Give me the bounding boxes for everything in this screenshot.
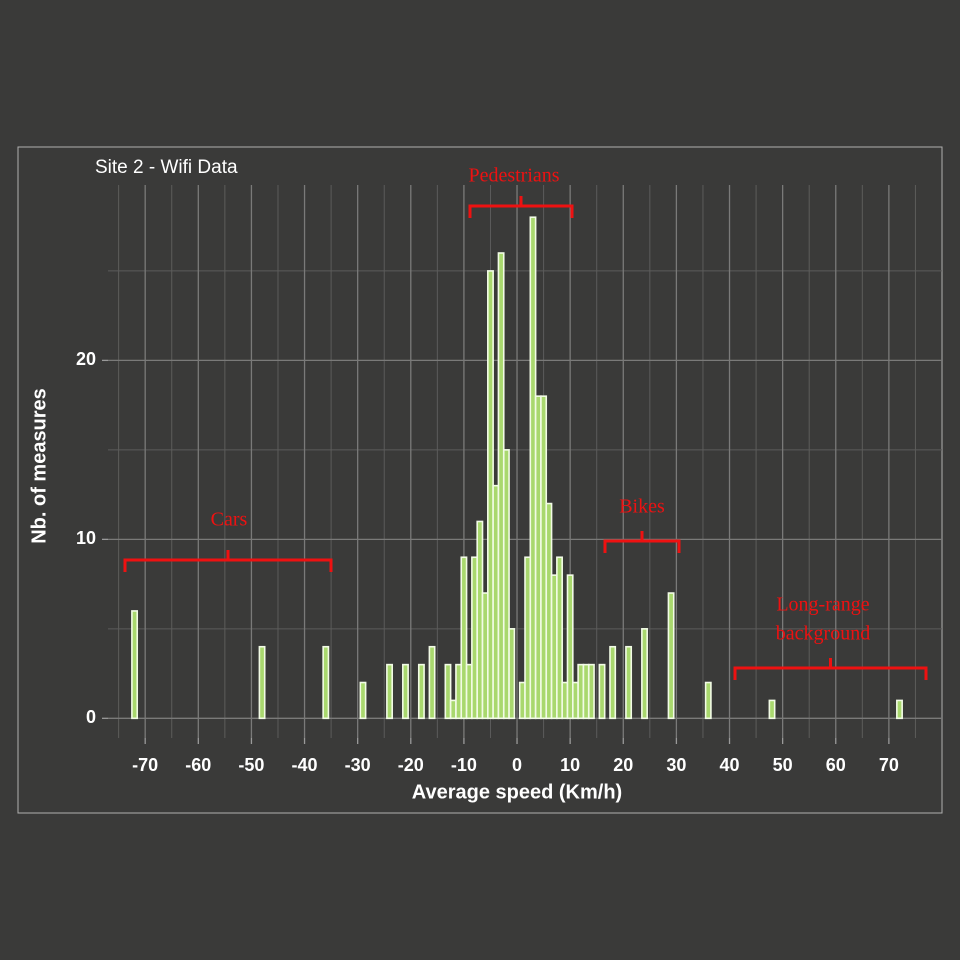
bar <box>322 645 330 720</box>
annotation-bracket <box>468 196 574 218</box>
bar <box>667 592 675 720</box>
annotation-bracket <box>123 550 333 572</box>
y-tick-label: 10 <box>76 528 96 548</box>
x-tick-label: -60 <box>185 755 211 775</box>
bar <box>768 699 776 720</box>
bar <box>508 628 516 720</box>
x-tick-label: 40 <box>720 755 740 775</box>
bar <box>359 681 367 720</box>
bar <box>587 663 595 720</box>
bar <box>556 556 563 720</box>
annotation-label: Bikes <box>619 496 665 518</box>
annotation-bracket <box>603 531 681 553</box>
y-axis-title: Nb. of measures <box>28 388 50 544</box>
y-tick-label: 0 <box>86 707 96 727</box>
chart-title: Site 2 - Wifi Data <box>95 157 238 178</box>
x-tick-label: 20 <box>613 755 633 775</box>
bar <box>609 645 617 720</box>
bar <box>896 699 903 720</box>
x-tick-label: -30 <box>345 755 371 775</box>
x-tick-label: 10 <box>560 755 580 775</box>
bar <box>460 556 468 720</box>
bar <box>704 681 712 720</box>
bar <box>444 663 452 720</box>
bar <box>386 663 393 720</box>
bar <box>598 663 606 720</box>
bar <box>428 645 436 720</box>
x-tick-label: 60 <box>826 755 846 775</box>
x-tick-label: -20 <box>398 755 424 775</box>
bar <box>641 628 648 720</box>
x-tick-label: 30 <box>666 755 686 775</box>
bar <box>402 663 409 720</box>
annotation-label: background <box>776 623 870 645</box>
annotation-label: Pedestrians <box>468 165 559 187</box>
bar <box>625 645 633 720</box>
bar <box>566 574 574 720</box>
bar <box>258 645 266 720</box>
x-axis-title: Average speed (Km/h) <box>412 781 622 803</box>
x-tick-label: -50 <box>238 755 264 775</box>
annotation-label: Long-range <box>776 594 869 616</box>
x-tick-label: -40 <box>292 755 318 775</box>
x-tick-label: -10 <box>451 755 477 775</box>
bar <box>502 449 510 720</box>
x-tick-label: 50 <box>773 755 793 775</box>
x-tick-label: 70 <box>879 755 899 775</box>
annotation-bracket <box>733 658 928 680</box>
annotation-label: Cars <box>211 509 248 531</box>
y-tick-label: 20 <box>76 349 96 369</box>
bar <box>417 663 425 720</box>
x-tick-label: 0 <box>512 755 522 775</box>
bar <box>131 610 139 720</box>
x-tick-label: -70 <box>132 755 158 775</box>
